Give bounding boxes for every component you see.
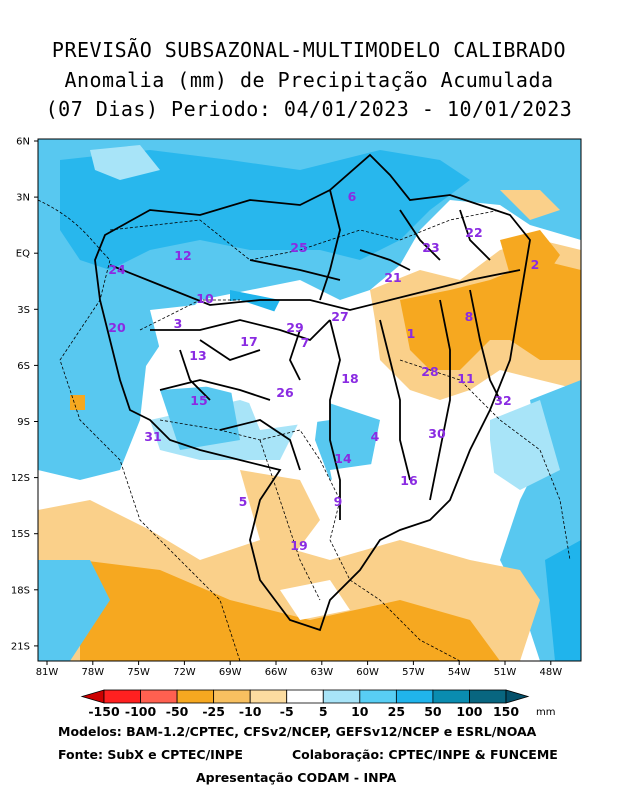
colorbar-label: -10 [239, 704, 262, 719]
basin-label-17: 17 [240, 334, 257, 349]
basin-label-25: 25 [290, 240, 307, 255]
lat-label: 9S [17, 417, 30, 428]
colorbar-segment [469, 689, 507, 704]
longitude-axis: 81W 78W 75W 72W 69W 66W 63W 60W 57W 54W 51W 48W [36, 661, 562, 678]
lat-label: 21S [11, 641, 30, 652]
source-credit: Fonte: SubX e CPTEC/INPE [58, 747, 243, 762]
colorbar-segment [322, 689, 361, 704]
colorbar-label: 10 [351, 704, 369, 719]
lat-label: EQ [16, 249, 30, 260]
colorbar-label: -5 [280, 704, 294, 719]
colorbar-left-arrow [80, 689, 105, 704]
basin-label-3: 3 [174, 316, 183, 331]
colorbar-label: 25 [388, 704, 405, 719]
basin-label-31: 31 [144, 429, 161, 444]
basin-label-15: 15 [190, 393, 207, 408]
basin-label-30: 30 [428, 426, 446, 441]
basin-label-4: 4 [371, 429, 380, 444]
basin-label-12: 12 [174, 248, 191, 263]
collaboration-credit: Colaboração: CPTEC/INPE & FUNCEME [292, 747, 558, 762]
lat-label: 12S [11, 473, 30, 484]
map-frame [37, 138, 582, 662]
map-title-line-2: Anomalia (mm) de Precipitação Acumulada [64, 68, 554, 92]
basin-label-19: 19 [290, 538, 307, 553]
lon-label: 66W [265, 667, 288, 678]
lat-label: 3N [16, 193, 30, 204]
lon-label: 51W [494, 667, 517, 678]
models-credit: Modelos: BAM-1.2/CPTEC, CFSv2/NCEP, GEFS… [58, 724, 537, 739]
lat-label: 15S [11, 529, 30, 540]
colorbar-segment [249, 689, 288, 704]
lon-label: 60W [356, 667, 379, 678]
basin-label-14: 14 [334, 451, 352, 466]
lon-label: 48W [539, 667, 562, 678]
colorbar-segment [213, 689, 251, 704]
colorbar-segment [359, 689, 397, 704]
basin-label-18: 18 [341, 371, 358, 386]
precip-anomaly-field [38, 139, 581, 661]
lon-label: 63W [310, 667, 333, 678]
basin-label-7: 7 [301, 335, 310, 350]
colorbar-right-arrow [505, 689, 530, 704]
colorbar-label: -150 [88, 704, 120, 719]
colorbar-label: 5 [319, 704, 328, 719]
colorbar-label: 100 [456, 704, 482, 719]
colorbar-label: -25 [202, 704, 225, 719]
colorbar-label: -50 [166, 704, 189, 719]
basin-label-26: 26 [276, 385, 294, 400]
colorbar-segment [395, 689, 434, 704]
lat-label: 6S [17, 361, 30, 372]
colorbar-segment [432, 689, 470, 704]
lon-label: 75W [127, 667, 150, 678]
lon-label: 72W [173, 667, 196, 678]
basin-label-21: 21 [384, 270, 401, 285]
basin-label-6: 6 [348, 189, 357, 204]
colorbar-label: -100 [125, 704, 157, 719]
basin-label-5: 5 [239, 494, 248, 509]
map-title-line-1: PREVISÃO SUBSAZONAL-MULTIMODELO CALIBRAD… [51, 38, 567, 62]
basin-label-2: 2 [531, 257, 540, 272]
basin-label-24: 24 [108, 262, 126, 277]
lat-label: 3S [17, 305, 30, 316]
basin-label-28: 28 [421, 364, 438, 379]
basin-label-29: 29 [286, 320, 303, 335]
latitude-axis: 6N 3N EQ 3S 6S 9S 12S 15S 18S 21S [11, 137, 38, 652]
basin-label-13: 13 [189, 348, 206, 363]
basin-label-23: 23 [422, 240, 439, 255]
colorbar-label: 150 [493, 704, 519, 719]
lon-label: 78W [81, 667, 104, 678]
basin-label-22: 22 [465, 225, 482, 240]
colorbar-label: 50 [424, 704, 442, 719]
presentation-credit: Apresentação CODAM - INPA [196, 770, 397, 785]
basin-label-9: 9 [334, 494, 343, 509]
colorbar-segment [103, 689, 141, 704]
colorbar: -150 -100 -50 -25 -10 -5 5 10 25 50 100 150 mm [80, 689, 555, 719]
colorbar-unit: mm [536, 707, 555, 718]
lon-label: 57W [402, 667, 425, 678]
basin-label-8: 8 [465, 309, 474, 324]
lon-label: 81W [36, 667, 59, 678]
basin-label-10: 10 [196, 291, 214, 306]
map-title-line-3: (07 Dias) Periodo: 04/01/2023 - 10/01/20… [45, 97, 573, 121]
colorbar-segment [286, 689, 324, 704]
lat-label: 6N [16, 137, 30, 148]
basin-label-16: 16 [400, 473, 418, 488]
colorbar-segment [140, 689, 178, 704]
basin-number-labels: 1234567891011121314151617181920212223242… [108, 189, 539, 553]
basin-label-20: 20 [108, 320, 126, 335]
basin-label-27: 27 [331, 309, 348, 324]
basin-label-11: 11 [457, 371, 474, 386]
basin-outlines [94, 153, 531, 632]
lon-label: 54W [448, 667, 471, 678]
basin-label-1: 1 [407, 326, 416, 341]
lat-label: 18S [11, 585, 30, 596]
basin-label-32: 32 [494, 393, 511, 408]
colorbar-segment [176, 689, 215, 704]
lon-label: 69W [219, 667, 242, 678]
